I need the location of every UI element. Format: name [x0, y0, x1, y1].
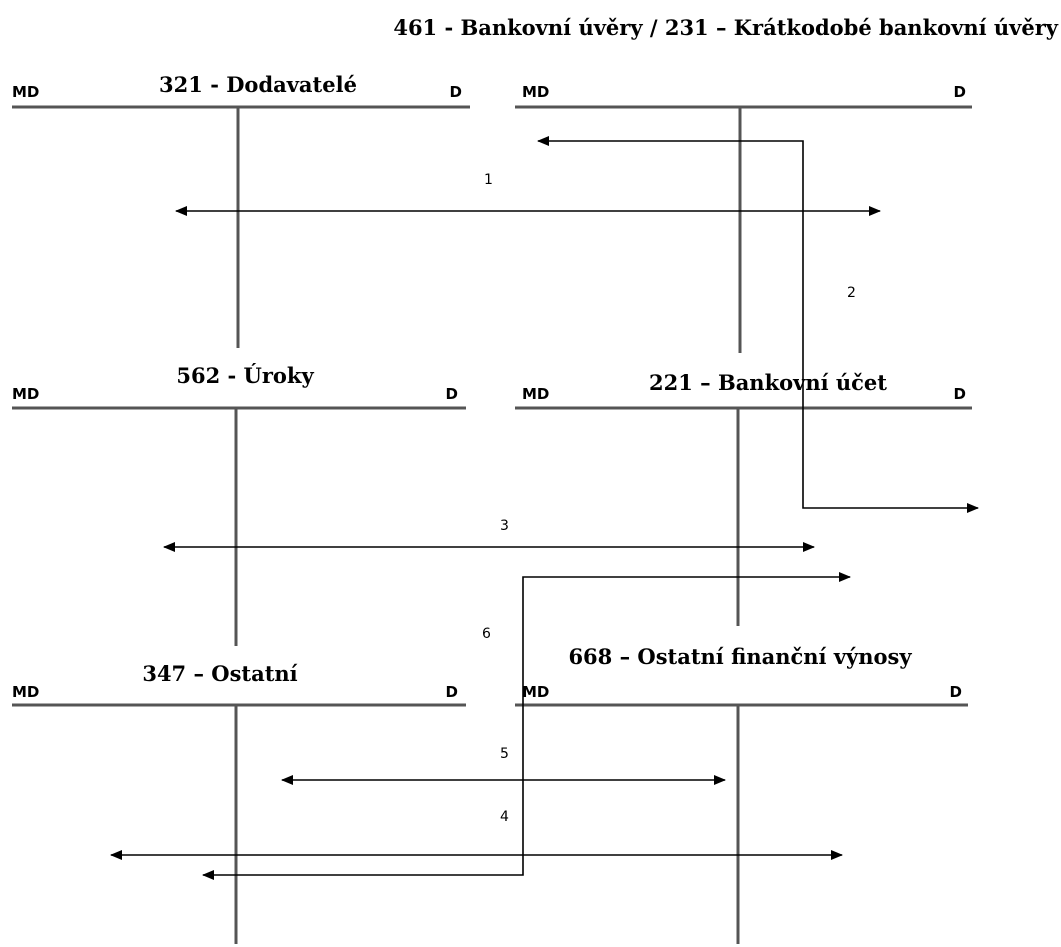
- t-account-562-title: 562 - Úroky: [176, 363, 314, 388]
- t-account-668-d: D: [950, 683, 962, 701]
- transaction-1-label: 1: [484, 172, 493, 188]
- transaction-4: 4: [110, 809, 843, 860]
- t-account-221-title: 221 – Bankovní účet: [649, 370, 887, 395]
- t-account-461-md: MD: [522, 83, 549, 101]
- t-account-347-md: MD: [12, 683, 39, 701]
- t-account-321-d: D: [450, 83, 462, 101]
- transaction-5: 5: [281, 746, 726, 785]
- transaction-3-label: 3: [500, 518, 509, 534]
- transaction-6: 6: [202, 572, 851, 880]
- transaction-3: 3: [163, 518, 815, 552]
- t-account-221-md: MD: [522, 385, 549, 403]
- t-account-668-title: 668 – Ostatní finanční výnosy: [568, 644, 912, 669]
- transaction-2-arrow: [537, 136, 979, 513]
- transaction-6-label: 6: [482, 626, 491, 642]
- t-account-347-title: 347 – Ostatní: [142, 661, 297, 686]
- transaction-4-label: 4: [500, 809, 509, 825]
- t-account-562-md: MD: [12, 385, 39, 403]
- header-title: 461 - Bankovní úvěry / 231 – Krátkodobé …: [393, 15, 1058, 40]
- t-account-321: 321 - Dodavatelé MD D: [12, 72, 470, 348]
- transaction-5-label: 5: [500, 746, 509, 762]
- transaction-6-arrow: [202, 572, 851, 880]
- transaction-2: 2: [537, 136, 979, 513]
- t-account-461-d: D: [954, 83, 966, 101]
- t-account-347: 347 – Ostatní MD D: [12, 661, 466, 944]
- t-account-668-md: MD: [522, 683, 549, 701]
- transaction-1: 1: [175, 172, 881, 216]
- t-account-461: MD D: [515, 83, 972, 353]
- t-account-221-d: D: [954, 385, 966, 403]
- transaction-2-label: 2: [847, 285, 856, 301]
- t-account-321-title: 321 - Dodavatelé: [159, 72, 357, 97]
- t-account-562-d: D: [446, 385, 458, 403]
- t-account-221: 221 – Bankovní účet MD D: [515, 370, 972, 626]
- t-account-321-md: MD: [12, 83, 39, 101]
- t-account-562: 562 - Úroky MD D: [12, 363, 466, 646]
- t-account-347-d: D: [446, 683, 458, 701]
- t-account-668: 668 – Ostatní finanční výnosy MD D: [515, 644, 968, 944]
